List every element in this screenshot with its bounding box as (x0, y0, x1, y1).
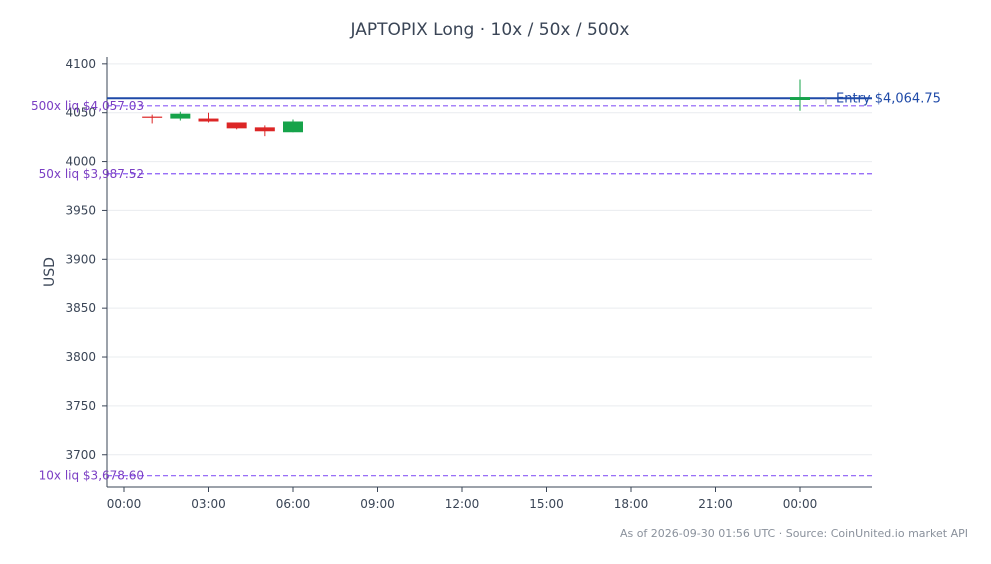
candle-body (283, 121, 303, 133)
y-tick-label: 3950 (65, 203, 96, 217)
x-tick-label: 18:00 (614, 497, 649, 511)
x-tick-label: 00:00 (107, 497, 142, 511)
candle-body (170, 113, 191, 119)
liquidation-label: 500x liq $4,057.03 (31, 99, 144, 113)
x-tick-label: 00:00 (783, 497, 818, 511)
x-tick-label: 03:00 (191, 497, 226, 511)
y-tick-label: 4050 (65, 106, 96, 120)
y-tick-label: 3700 (65, 448, 96, 462)
y-tick-label: 3850 (65, 301, 96, 315)
x-tick-label: 12:00 (445, 497, 480, 511)
liquidation-label: 10x liq $3,678.60 (39, 469, 144, 483)
x-tick-label: 21:00 (698, 497, 733, 511)
entry-label: Entry $4,064.75 (836, 91, 941, 106)
y-tick-label: 4000 (65, 155, 96, 169)
x-tick-label: 15:00 (529, 497, 564, 511)
y-tick-label: 3800 (65, 350, 96, 364)
y-tick-label: 3900 (65, 252, 96, 266)
chart-title: JAPTOPIX Long · 10x / 50x / 500x (350, 20, 630, 40)
candle-body (226, 122, 247, 129)
candle-body (790, 97, 810, 100)
x-tick-label: 06:00 (276, 497, 311, 511)
footer-source: As of 2026-09-30 01:56 UTC · Source: Coi… (619, 527, 968, 540)
y-tick-label: 3750 (65, 399, 96, 413)
candle-body (254, 127, 275, 132)
y-tick-label: 4100 (65, 57, 96, 71)
x-tick-label: 09:00 (360, 497, 395, 511)
y-axis-label: USD (42, 257, 58, 287)
candle-body (198, 118, 219, 122)
liquidation-label: 50x liq $3,987.52 (39, 167, 144, 181)
candle-body (142, 116, 163, 118)
